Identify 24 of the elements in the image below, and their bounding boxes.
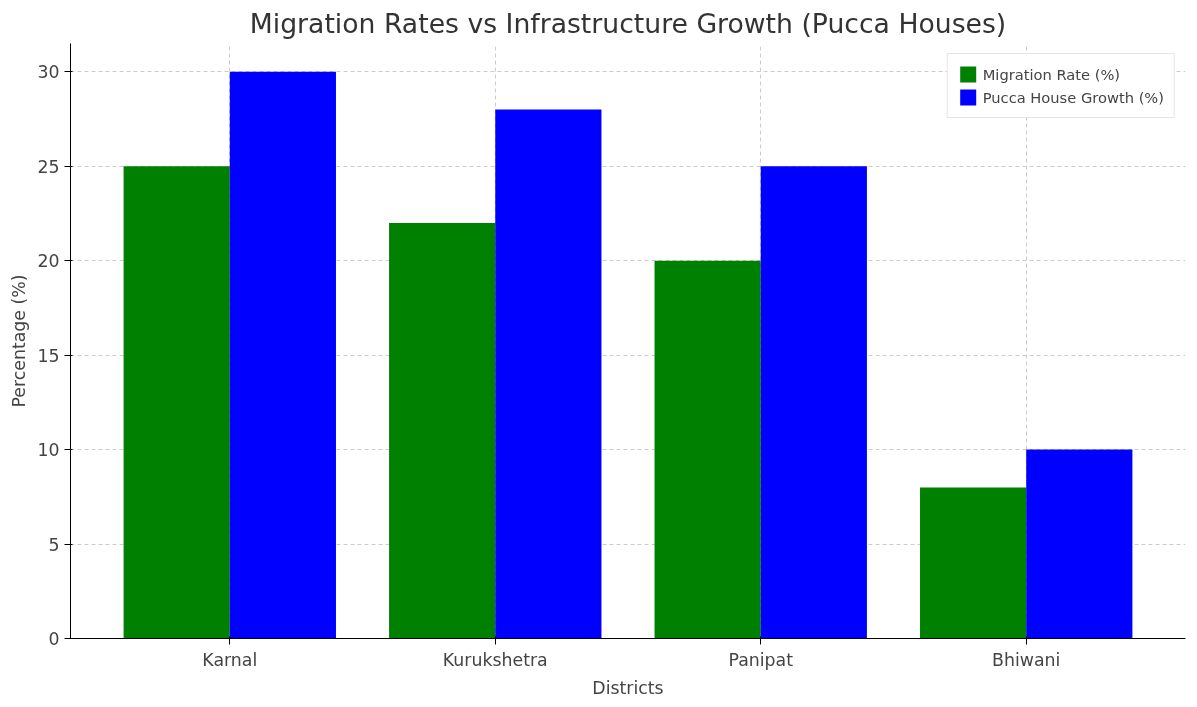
- legend-label: Migration Rate (%): [982, 65, 1121, 83]
- legend-label: Pucca House Growth (%): [982, 88, 1164, 106]
- y-tick-label: 30: [37, 62, 60, 83]
- y-tick-label: 20: [37, 251, 60, 272]
- x-tick-label: Panipat: [728, 649, 794, 670]
- y-tick-label: 10: [37, 440, 60, 461]
- bar: [920, 487, 1027, 639]
- bar: [123, 166, 230, 639]
- y-tick-label: 15: [37, 345, 60, 366]
- x-tick-label: Kurukshetra: [442, 649, 548, 670]
- y-tick-label: 25: [37, 156, 60, 177]
- x-tick-label: Bhiwani: [992, 649, 1061, 670]
- bar: [654, 260, 761, 639]
- x-axis-title: Districts: [592, 677, 664, 698]
- bar: [229, 71, 336, 639]
- chart-title: Migration Rates vs Infrastructure Growth (Pucca Houses): [249, 7, 1007, 39]
- x-tick-label: Karnal: [202, 649, 258, 670]
- y-tick-label: 0: [48, 629, 60, 649]
- y-tick-label: 5: [48, 534, 60, 555]
- bar: [1026, 449, 1133, 639]
- bar: [495, 109, 602, 639]
- bar: [760, 166, 867, 639]
- bar: [389, 222, 496, 639]
- y-axis-title: Percentage (%): [9, 274, 30, 408]
